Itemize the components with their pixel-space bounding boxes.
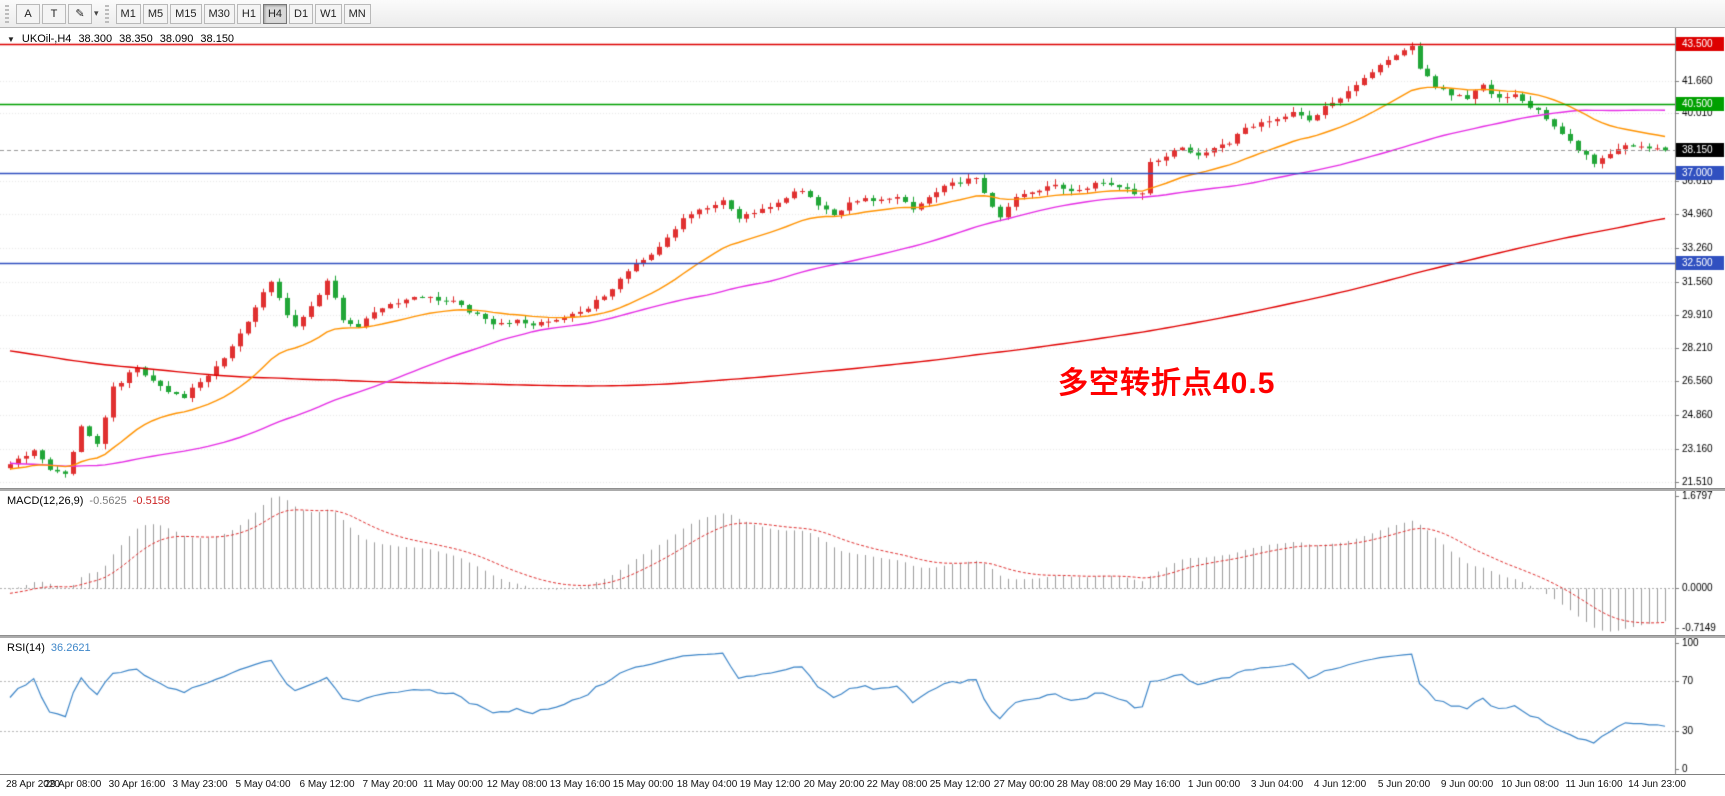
time-axis-label: 3 Jun 04:00 (1250, 779, 1304, 790)
time-axis-label: 13 May 16:00 (549, 779, 611, 790)
toolbar-grip[interactable] (5, 4, 9, 23)
macd-signal-value: -0.5158 (132, 495, 171, 507)
chevron-down-icon[interactable]: ▾ (94, 8, 99, 18)
symbol-period-label: UKOil-,H4 (21, 33, 72, 45)
time-axis-label: 29 May 16:00 (1119, 779, 1181, 790)
panel-splitter-1[interactable] (0, 488, 1725, 491)
macd-label: MACD(12,26,9) -0.5625 -0.5158 (7, 495, 170, 507)
line-studies-toolbar: A T ✎ (15, 3, 93, 24)
time-axis-label: 15 May 00:00 (612, 779, 674, 790)
macd-main-value: -0.5625 (89, 495, 127, 507)
low-value: 38.090 (159, 33, 194, 45)
time-axis-label: 6 May 12:00 (299, 779, 355, 790)
time-axis-label: 7 May 20:00 (362, 779, 418, 790)
timeframe-button-m5[interactable]: M5 (142, 3, 169, 24)
time-axis-label: 30 Apr 16:00 (108, 779, 166, 790)
open-value: 38.300 (78, 33, 113, 45)
time-axis-label: 18 May 04:00 (676, 779, 738, 790)
chart-annotation[interactable]: 多空转折点40.5 (1058, 367, 1276, 400)
time-axis-label: 11 Jun 16:00 (1565, 779, 1623, 790)
timeframe-button-m15[interactable]: M15 (170, 3, 202, 24)
collapse-chart-icon[interactable]: ▼ (7, 34, 15, 44)
time-axis-label: 3 May 23:00 (172, 779, 228, 790)
timeframe-button-h1[interactable]: H1 (236, 3, 261, 24)
price-scale[interactable] (1676, 28, 1725, 774)
tool-button-draw[interactable]: ✎ (68, 3, 92, 24)
rsi-label: RSI(14) 36.2621 (7, 642, 91, 654)
time-axis-label: 20 May 20:00 (803, 779, 865, 790)
time-axis-label: 11 May 00:00 (423, 779, 483, 790)
time-axis-label: 25 May 12:00 (929, 779, 991, 790)
macd-canvas[interactable] (0, 491, 1725, 635)
rsi-name: RSI(14) (7, 642, 45, 654)
time-axis-label: 27 May 00:00 (993, 779, 1055, 790)
main-chart-canvas[interactable] (0, 28, 1725, 488)
time-axis-label: 1 Jun 00:00 (1187, 779, 1241, 790)
time-axis[interactable]: 28 Apr 2020 29 Apr 08:00 30 Apr 16:00 3 May… (0, 774, 1725, 796)
time-axis-label: 5 May 04:00 (235, 779, 291, 790)
panel-splitter-2[interactable] (0, 635, 1725, 638)
rsi-canvas[interactable] (0, 638, 1725, 774)
time-axis-label: 28 Apr 2020 (6, 779, 60, 790)
time-axis-label: 28 May 08:00 (1056, 779, 1118, 790)
timeframe-button-m1[interactable]: M1 (115, 3, 141, 24)
timeframe-button-mn[interactable]: MN (343, 3, 371, 24)
time-axis-label: 29 Apr 08:00 (44, 779, 102, 790)
chart-ohlc-header: ▼ UKOil-,H4 38.300 38.350 38.090 38.150 (7, 33, 234, 45)
time-axis-label: 14 Jun 23:00 (1628, 779, 1686, 790)
time-axis-label: 19 May 12:00 (739, 779, 801, 790)
time-axis-label: 5 Jun 20:00 (1377, 779, 1431, 790)
time-axis-label: 22 May 08:00 (866, 779, 928, 790)
toolbar-grip[interactable] (104, 4, 109, 23)
time-axis-label: 12 May 08:00 (486, 779, 548, 790)
rsi-value: 36.2621 (50, 642, 91, 654)
tool-button-text[interactable]: T (42, 3, 66, 24)
top-toolbar: A T ✎ ▾ M1 M5 M15 M30 H1 H4 D1 W1 MN (0, 0, 1725, 28)
main-chart-panel: ▼ UKOil-,H4 38.300 38.350 38.090 38.150 … (0, 28, 1725, 488)
time-axis-label: 9 Jun 00:00 (1440, 779, 1494, 790)
macd-name: MACD(12,26,9) (7, 495, 84, 507)
timeframe-button-h4[interactable]: H4 (262, 3, 288, 24)
timeframe-toolbar: M1 M5 M15 M30 H1 H4 D1 W1 MN (115, 3, 372, 24)
high-value: 38.350 (119, 33, 153, 45)
timeframe-button-m30[interactable]: M30 (203, 3, 235, 24)
timeframe-button-d1[interactable]: D1 (289, 3, 314, 24)
timeframe-button-w1[interactable]: W1 (315, 3, 342, 24)
time-axis-label: 4 Jun 12:00 (1313, 779, 1367, 790)
time-axis-label: 10 Jun 08:00 (1501, 779, 1559, 790)
rsi-panel: RSI(14) 36.2621 (0, 638, 1725, 774)
close-value: 38.150 (200, 33, 235, 45)
tool-button-pointer[interactable]: A (16, 3, 40, 24)
macd-panel: MACD(12,26,9) -0.5625 -0.5158 (0, 491, 1725, 635)
